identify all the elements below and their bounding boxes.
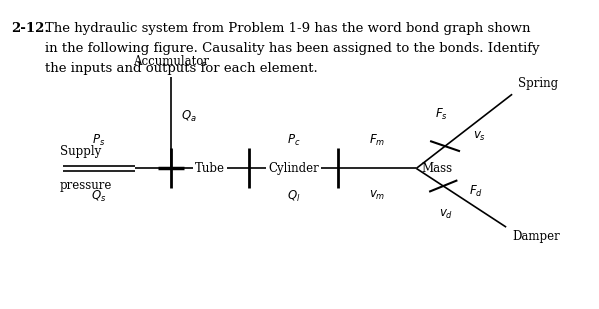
Text: Cylinder: Cylinder [268,162,319,175]
Text: $v_d$: $v_d$ [439,208,453,221]
Text: $v_s$: $v_s$ [473,129,486,142]
Text: $v_m$: $v_m$ [369,188,386,201]
Text: Mass: Mass [421,162,452,175]
Text: $F_s$: $F_s$ [435,107,448,122]
Text: Supply: Supply [60,145,101,158]
Text: $Q_a$: $Q_a$ [181,109,197,124]
Text: $F_m$: $F_m$ [369,133,386,148]
Text: 2-12.: 2-12. [11,22,49,35]
Text: $P_s$: $P_s$ [92,133,105,148]
Text: Tube: Tube [195,162,225,175]
Text: $Q_l$: $Q_l$ [287,188,300,204]
Text: Spring: Spring [518,77,558,90]
Text: Damper: Damper [512,230,560,243]
Text: pressure: pressure [60,179,112,192]
Text: $F_d$: $F_d$ [469,184,483,199]
Text: $Q_s$: $Q_s$ [91,188,107,204]
Text: $P_c$: $P_c$ [287,133,300,148]
Text: the inputs and outputs for each element.: the inputs and outputs for each element. [45,62,317,75]
Text: in the following figure. Causality has been assigned to the bonds. Identify: in the following figure. Causality has b… [45,42,540,55]
Text: Accumulator: Accumulator [133,55,208,68]
Text: The hydraulic system from Problem 1-9 has the word bond graph shown: The hydraulic system from Problem 1-9 ha… [45,22,531,35]
